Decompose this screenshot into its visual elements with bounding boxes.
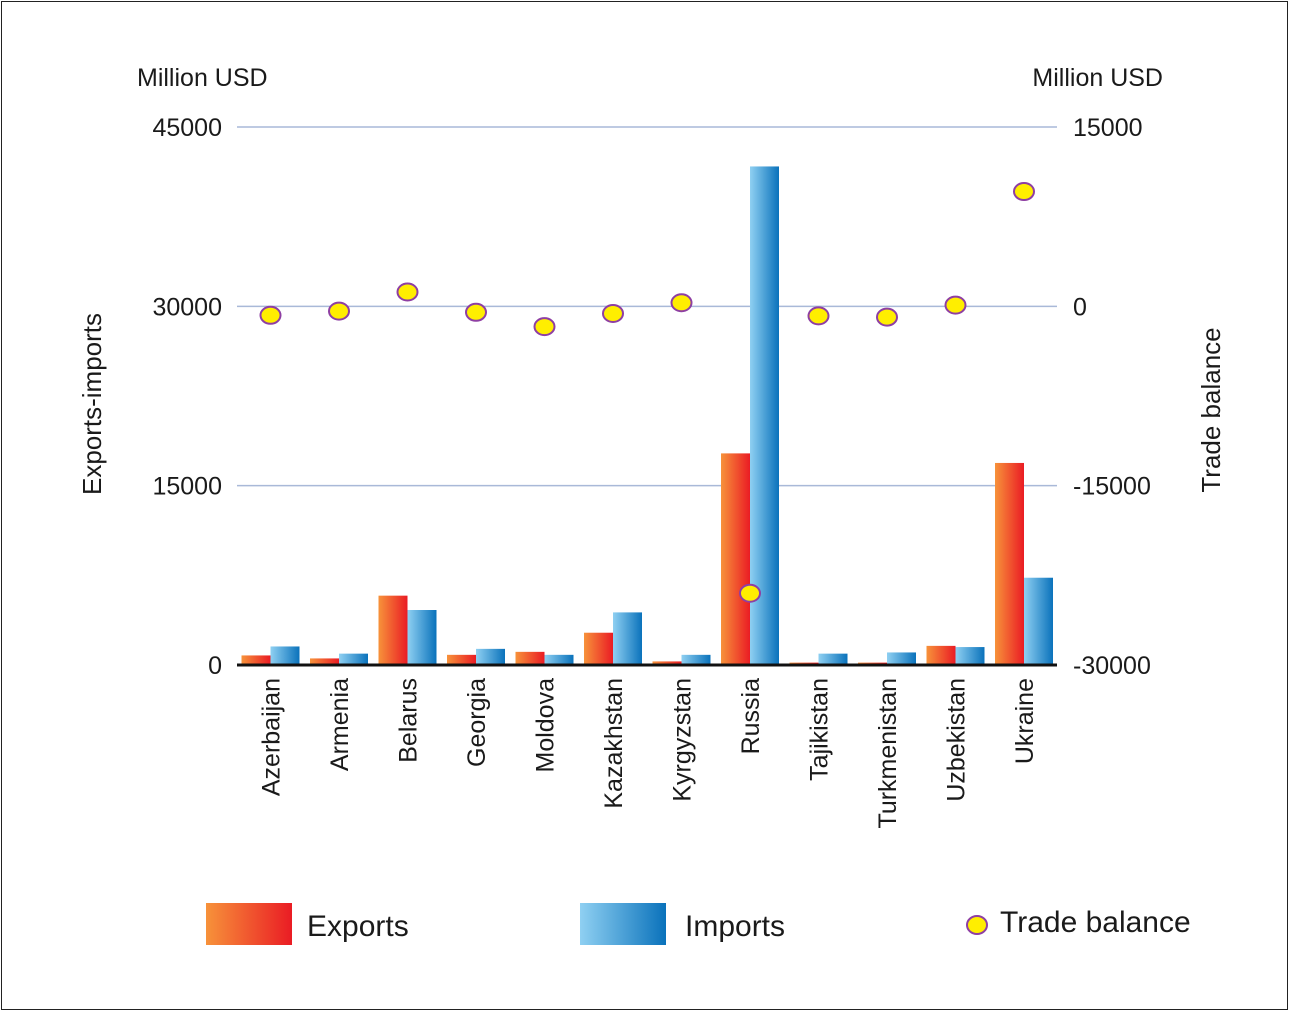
bar-exports-moldova [515, 651, 545, 665]
left-tick-label: 0 [208, 652, 222, 680]
right-tick-label: -30000 [1073, 652, 1151, 680]
trade-balance-points [259, 182, 1035, 603]
bar-exports-georgia [447, 654, 476, 665]
bar-imports-uzbekistan [955, 647, 985, 665]
bar-imports-russia [750, 166, 779, 665]
left-axis-title: Exports-imports [77, 313, 107, 495]
bar-exports-russia [721, 453, 750, 665]
legend-swatch-exports [206, 903, 292, 945]
trade-balance-point-kyrgyzstan [670, 293, 693, 313]
legend-label-trade-balance: Trade balance [1000, 906, 1191, 939]
left-axis-ticks: 0 15000 30000 45000 [152, 114, 222, 680]
bar-imports-moldova [544, 654, 574, 665]
bar-imports-tajikistan [818, 653, 848, 665]
bars-layer [241, 166, 1053, 665]
trade-balance-point-russia [739, 583, 761, 603]
bar-imports-azerbaijan [270, 646, 300, 665]
right-axis-ticks: -30000 -15000 0 15000 [1073, 114, 1151, 680]
legend: Exports Imports Trade balance [206, 903, 1191, 945]
category-labels: Azerbaijan Armenia Belarus Georgia Moldova Ka… [258, 678, 1040, 829]
category-label-kazakhstan: Kazakhstan [600, 678, 628, 809]
bar-exports-azerbaijan [241, 655, 271, 665]
trade-balance-point-belarus [396, 282, 419, 302]
bar-exports-uzbekistan [926, 645, 956, 665]
right-axis-unit: Million USD [1032, 64, 1163, 92]
right-axis-title: Trade balance [1196, 327, 1226, 492]
category-label-armenia: Armenia [326, 678, 354, 771]
bar-imports-kyrgyzstan [681, 654, 711, 665]
category-label-azerbaijan: Azerbaijan [258, 678, 286, 796]
grid-lines [237, 126, 1057, 487]
category-label-belarus: Belarus [395, 678, 423, 763]
trade-balance-point-georgia [465, 302, 487, 322]
legend-swatch-imports [580, 903, 666, 945]
legend-label-exports: Exports [307, 910, 409, 943]
bar-imports-georgia [476, 648, 505, 665]
trade-balance-point-uzbekistan [944, 295, 967, 315]
category-label-ukraine: Ukraine [1011, 678, 1039, 764]
bar-imports-armenia [339, 653, 368, 665]
left-axis-unit: Million USD [137, 64, 268, 92]
bar-exports-ukraine [995, 462, 1024, 665]
category-label-russia: Russia [737, 678, 765, 755]
bar-imports-kazakhstan [613, 612, 642, 665]
trade-balance-point-armenia [328, 301, 350, 321]
bar-exports-kyrgyzstan [652, 661, 682, 665]
legend-label-imports: Imports [685, 910, 785, 943]
trade-balance-point-azerbaijan [259, 305, 282, 325]
trade-balance-point-moldova [533, 317, 556, 337]
category-label-turkmenistan: Turkmenistan [874, 678, 902, 829]
category-label-uzbekistan: Uzbekistan [943, 678, 971, 802]
left-tick-label: 45000 [152, 114, 222, 142]
bar-exports-kazakhstan [584, 632, 613, 665]
trade-balance-point-turkmenistan [876, 307, 898, 327]
right-tick-label: -15000 [1073, 473, 1151, 501]
right-tick-label: 0 [1073, 293, 1087, 321]
left-tick-label: 15000 [152, 473, 222, 501]
bar-imports-belarus [407, 610, 437, 665]
bar-imports-turkmenistan [887, 652, 916, 665]
category-label-moldova: Moldova [532, 678, 560, 773]
category-label-kyrgyzstan: Kyrgyzstan [669, 678, 697, 802]
bar-exports-belarus [378, 595, 408, 665]
trade-balance-point-tajikistan [807, 306, 830, 326]
right-tick-label: 15000 [1073, 114, 1143, 142]
category-label-tajikistan: Tajikistan [806, 678, 834, 781]
trade-balance-point-ukraine [1013, 182, 1035, 202]
legend-marker-trade-balance [966, 915, 988, 935]
left-tick-label: 30000 [152, 293, 222, 321]
bar-exports-armenia [310, 658, 339, 665]
bar-imports-ukraine [1024, 577, 1053, 665]
trade-balance-point-kazakhstan [602, 304, 624, 324]
category-label-georgia: Georgia [463, 678, 491, 767]
